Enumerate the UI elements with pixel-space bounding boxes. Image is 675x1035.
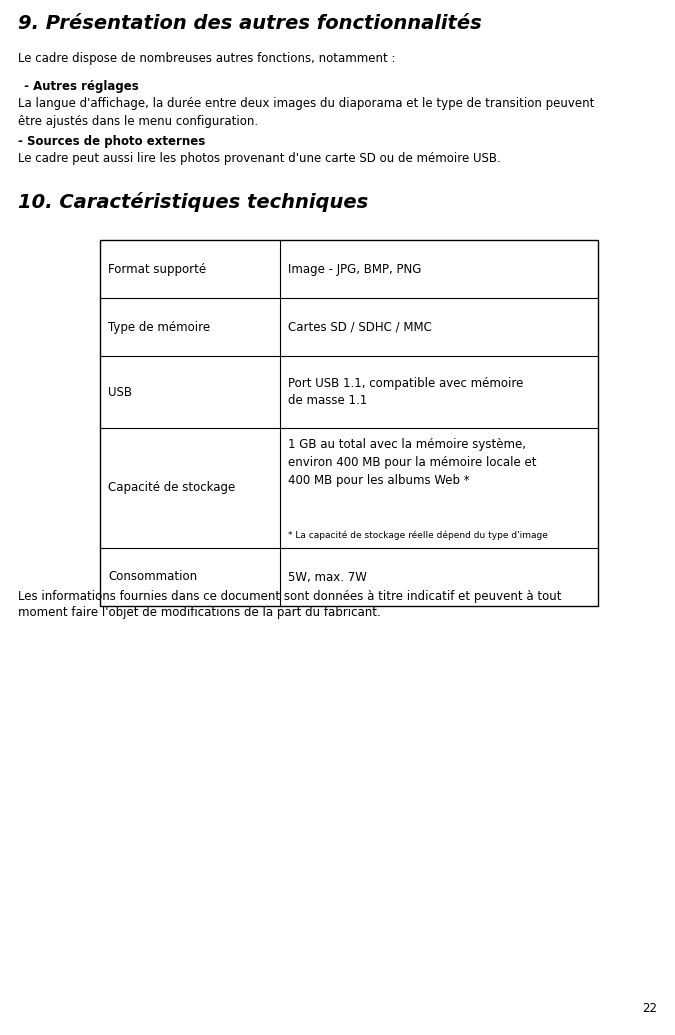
Text: Le cadre dispose de nombreuses autres fonctions, notamment :: Le cadre dispose de nombreuses autres fo… bbox=[18, 52, 396, 65]
Text: La langue d'affichage, la durée entre deux images du diaporama et le type de tra: La langue d'affichage, la durée entre de… bbox=[18, 97, 595, 128]
Text: 1 GB au total avec la mémoire système,
environ 400 MB pour la mémoire locale et
: 1 GB au total avec la mémoire système, e… bbox=[288, 438, 537, 487]
Text: Format supporté: Format supporté bbox=[108, 263, 206, 275]
Text: Capacité de stockage: Capacité de stockage bbox=[108, 481, 236, 495]
Text: moment faire l'objet de modifications de la part du fabricant.: moment faire l'objet de modifications de… bbox=[18, 607, 381, 619]
Text: 10. Caractéristiques techniques: 10. Caractéristiques techniques bbox=[18, 193, 369, 212]
Text: - Autres réglages: - Autres réglages bbox=[20, 80, 139, 93]
Text: Consommation: Consommation bbox=[108, 570, 197, 584]
Text: * La capacité de stockage réelle dépend du type d'image: * La capacité de stockage réelle dépend … bbox=[288, 531, 548, 540]
Text: - Sources de photo externes: - Sources de photo externes bbox=[18, 135, 205, 148]
Text: Les informations fournies dans ce document sont données à titre indicatif et peu: Les informations fournies dans ce docume… bbox=[18, 590, 562, 603]
Text: 22: 22 bbox=[642, 1002, 657, 1015]
Text: 5W, max. 7W: 5W, max. 7W bbox=[288, 570, 367, 584]
Text: Image - JPG, BMP, PNG: Image - JPG, BMP, PNG bbox=[288, 263, 421, 275]
Text: Type de mémoire: Type de mémoire bbox=[108, 321, 210, 333]
Text: Cartes SD / SDHC / MMC: Cartes SD / SDHC / MMC bbox=[288, 321, 432, 333]
Text: 9. Présentation des autres fonctionnalités: 9. Présentation des autres fonctionnalit… bbox=[18, 14, 482, 33]
Text: Port USB 1.1, compatible avec mémoire
de masse 1.1: Port USB 1.1, compatible avec mémoire de… bbox=[288, 377, 523, 408]
Bar bbox=[100, 240, 598, 607]
Text: USB: USB bbox=[108, 385, 132, 398]
Text: Le cadre peut aussi lire les photos provenant d'une carte SD ou de mémoire USB.: Le cadre peut aussi lire les photos prov… bbox=[18, 152, 501, 165]
